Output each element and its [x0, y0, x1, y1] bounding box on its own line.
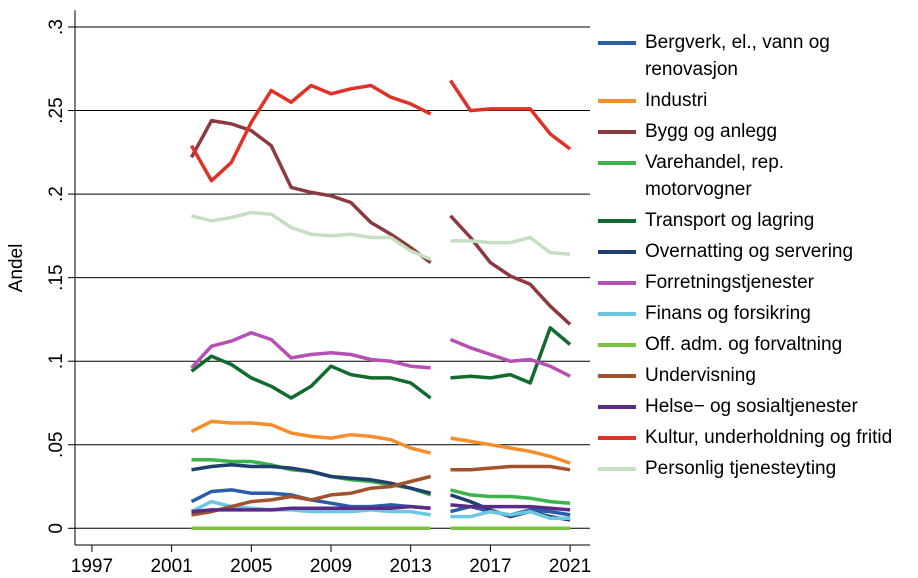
legend-entry: Bergverk, el., vann og renovasjon [598, 29, 898, 83]
legend-entry: Kultur, underholdning og fritid [598, 424, 898, 451]
legend-label: Bergverk, el., vann og renovasjon [645, 32, 830, 80]
legend-label: Industri [645, 90, 708, 111]
legend-swatch [598, 343, 636, 347]
legend-label: Finans og forsikring [645, 303, 811, 324]
legend-label: Personlig tjenesteyting [645, 458, 837, 479]
legend-entry: Off. adm. og forvaltning [598, 331, 898, 358]
legend-entry: Bygg og anlegg [598, 118, 898, 145]
legend-entry: Transport og lagring [598, 207, 898, 234]
y-tick-label: .25 [46, 97, 67, 123]
legend-swatch [598, 250, 636, 254]
x-tick-label: 2001 [150, 556, 192, 577]
y-tick-label: .2 [46, 186, 67, 202]
legend-swatch [598, 467, 636, 471]
legend-entry: Industri [598, 87, 898, 114]
y-tick-label: .15 [46, 264, 67, 290]
legend: Bergverk, el., vann og renovasjon Industr… [598, 29, 898, 486]
legend-label: Transport og lagring [645, 210, 815, 231]
legend-label: Varehandel, rep. motorvogner [645, 152, 785, 200]
legend-swatch [598, 161, 636, 165]
series-line [191, 503, 571, 514]
y-tick-label: 0 [46, 523, 67, 534]
x-tick-label: 2021 [549, 556, 591, 577]
y-axis-label: Andel [6, 244, 27, 293]
legend-entry: Helse− og sosialtjenester [598, 393, 898, 420]
x-tick-label: 2013 [390, 556, 432, 577]
series-line [189, 79, 572, 183]
legend-swatch [598, 436, 636, 440]
legend-swatch [598, 281, 636, 285]
legend-entry: Undervisning [598, 362, 898, 389]
legend-entry: Varehandel, rep. motorvogner [598, 149, 898, 203]
legend-label: Overnatting og servering [645, 241, 854, 262]
series-line [190, 326, 572, 400]
legend-swatch [598, 130, 636, 134]
legend-swatch [598, 99, 636, 103]
legend-label: Helse− og sosialtjenester [645, 396, 858, 417]
legend-entry: Overnatting og servering [598, 238, 898, 265]
x-tick-label: 2009 [310, 556, 352, 577]
series-line [191, 464, 571, 517]
legend-swatch [598, 219, 636, 223]
legend-label: Undervisning [645, 365, 756, 386]
legend-label: Forretningstjenester [645, 272, 814, 293]
legend-label: Bygg og anlegg [645, 121, 778, 142]
legend-swatch [598, 405, 636, 409]
legend-swatch [598, 374, 636, 378]
series-line [190, 419, 571, 465]
x-tick-label: 1997 [71, 556, 113, 577]
x-tick-label: 2005 [230, 556, 272, 577]
legend-label: Off. adm. og forvaltning [645, 334, 843, 355]
legend-entry: Finans og forsikring [598, 300, 898, 327]
legend-swatch [598, 312, 636, 316]
x-tick-label: 2017 [469, 556, 511, 577]
y-tick-label: .05 [46, 432, 67, 458]
legend-label: Kultur, underholdning og fritid [645, 427, 893, 448]
legend-swatch [598, 41, 636, 45]
series-line [190, 331, 571, 378]
y-tick-label: .1 [46, 353, 67, 369]
series-line [189, 118, 572, 326]
legend-entry: Personlig tjenesteyting [598, 455, 898, 482]
series-line [191, 210, 571, 261]
legend-entry: Forretningstjenester [598, 269, 898, 296]
y-tick-label: .3 [46, 19, 67, 35]
